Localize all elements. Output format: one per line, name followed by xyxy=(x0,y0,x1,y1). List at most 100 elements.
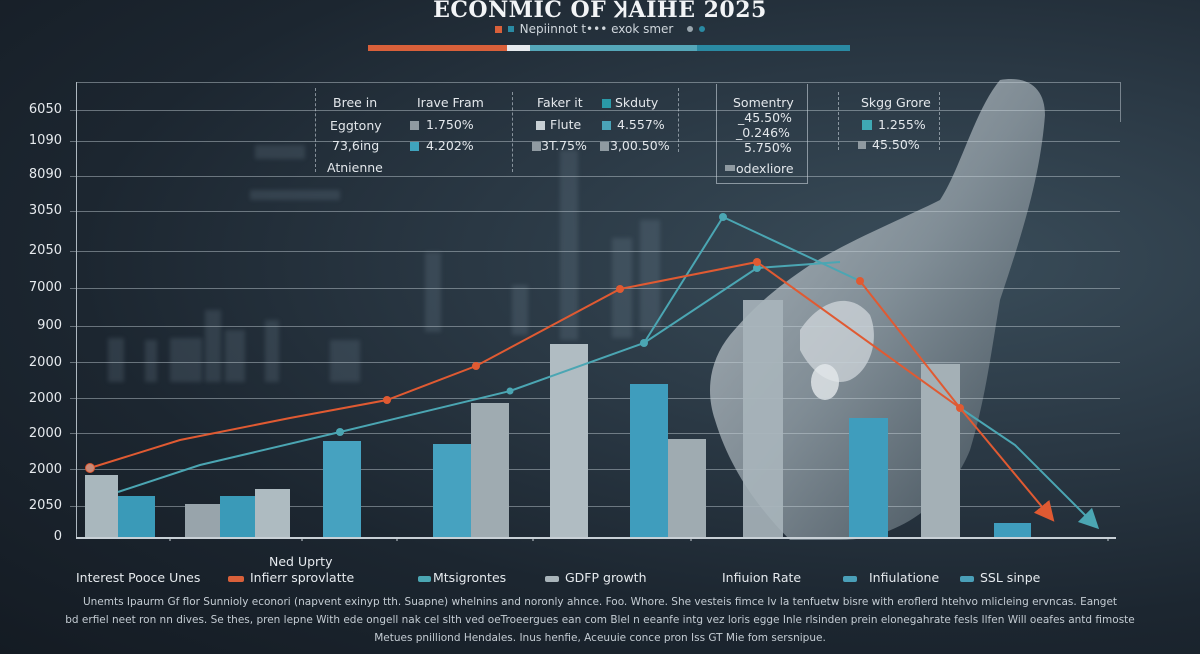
teal-dot-icon xyxy=(699,26,706,32)
gray-swatch-icon xyxy=(532,142,541,151)
panel-4-row: 4.557% xyxy=(617,117,665,132)
panel-divider xyxy=(315,88,316,172)
series-line-orange-2 xyxy=(859,280,961,409)
bar-inflation[interactable] xyxy=(849,418,888,537)
y-tick-label: 2050 xyxy=(28,498,62,513)
panel-2-row: 1.750% xyxy=(426,117,474,132)
bar-inflation[interactable] xyxy=(118,496,155,537)
panel-2-row: 4.202% xyxy=(426,138,474,153)
bg-bar xyxy=(225,330,245,382)
legend-label: SSL sinpe xyxy=(980,570,1041,585)
panel-3-row: 3T.75% xyxy=(541,138,587,153)
series-line-blue-peak xyxy=(643,215,861,344)
bar-gdp[interactable] xyxy=(255,489,290,537)
subtitle-row: Nepiinnot t••• exok smer xyxy=(0,22,1200,36)
bg-bar xyxy=(250,190,340,200)
bar-gdp[interactable] xyxy=(550,344,588,537)
footer-line: bd erfiel neet ron nn dives. Se thes, pr… xyxy=(65,614,1135,626)
bg-bar xyxy=(145,340,157,382)
y-tick-label: 0 xyxy=(53,529,62,544)
gridline xyxy=(70,506,1120,507)
gray-swatch-icon xyxy=(725,165,735,171)
panel-2-header: Irave Fram xyxy=(417,95,484,110)
bg-bar xyxy=(330,340,360,382)
teal-swatch-icon xyxy=(602,99,611,108)
bg-bar xyxy=(560,150,578,340)
y-tick-label: 3050 xyxy=(28,203,62,218)
legend-item-infierr[interactable]: Infierr sprovlatte xyxy=(228,570,354,585)
panel-5-row: _0.246% xyxy=(736,125,790,140)
legend-item-infiuion[interactable]: Infiuion Rate xyxy=(722,570,801,585)
bar-inflation[interactable] xyxy=(220,496,255,537)
y-tick-label: 2050 xyxy=(28,243,62,258)
gridline xyxy=(70,211,1120,212)
orange-square-icon xyxy=(494,25,502,33)
legend-label: GDFP growth xyxy=(565,570,647,585)
teal-swatch-icon xyxy=(418,575,431,582)
legend-item-interest[interactable]: Interest Pooce Unes xyxy=(76,570,200,585)
bar-inflation[interactable] xyxy=(630,384,668,537)
gridline xyxy=(70,469,1120,470)
legend-item-infiulatione[interactable]: Infiulatione xyxy=(843,570,939,585)
bar-gdp[interactable] xyxy=(668,439,706,537)
y-tick-label: 1090 xyxy=(28,133,62,148)
bg-bar xyxy=(425,252,441,332)
bg-bar xyxy=(205,310,221,382)
y-tick-label: 6050 xyxy=(28,102,62,117)
panel-1-header: Bree in xyxy=(333,95,378,110)
gray-dot-icon xyxy=(687,26,694,32)
legend-label: Interest Pooce Unes xyxy=(76,570,201,585)
orange-swatch-icon xyxy=(228,575,244,582)
somentry-box xyxy=(716,84,808,184)
panel-5-header: Somentry xyxy=(733,95,794,110)
footer-line: Unemts Ipaurm Gf flor Sunnioly econori (… xyxy=(82,596,1118,608)
right-axis-line xyxy=(1120,82,1121,122)
panel-5-row: _45.50% xyxy=(738,110,792,125)
panel-6-row: 45.50% xyxy=(872,137,920,152)
panel-divider xyxy=(678,88,679,152)
series-line-blue xyxy=(117,261,841,493)
blue-swatch-icon xyxy=(843,575,857,582)
panel-4-header: Skduty xyxy=(615,95,659,110)
legend-item-gdfp[interactable]: GDFP growth xyxy=(545,570,647,585)
bar-inflation[interactable] xyxy=(433,444,471,537)
teal-swatch-icon xyxy=(862,120,872,130)
legend-label: Infiuion Rate xyxy=(722,570,802,585)
panel-divider xyxy=(838,92,839,150)
progress-segment-white xyxy=(507,45,530,51)
footer-line: Metues pnilliond Hendales. Inus henfie, … xyxy=(374,632,826,644)
subtitle-text: Nepiinnot t••• exok smer xyxy=(519,22,674,36)
bar-gdp[interactable] xyxy=(471,403,509,537)
y-axis-line xyxy=(76,82,77,538)
panel-3-header: Faker it xyxy=(537,95,583,110)
progress-segment-orange xyxy=(368,45,507,51)
gridline xyxy=(70,362,1120,363)
legend-item-mtsigrontes[interactable]: Mtsigrontes xyxy=(418,570,506,585)
gray-swatch-icon xyxy=(858,141,866,149)
series-line-orange xyxy=(89,260,1055,522)
y-tick-label: 8090 xyxy=(28,167,62,182)
bar-inflation[interactable] xyxy=(323,441,361,537)
bg-bar xyxy=(640,220,660,330)
gray-swatch-icon xyxy=(545,575,559,582)
bar-gdp[interactable] xyxy=(185,504,220,537)
legend-label: Mtsigrontes xyxy=(433,570,507,585)
legend-item-ssl[interactable]: SSL sinpe xyxy=(960,570,1040,585)
y-tick-label: 2000 xyxy=(28,355,62,370)
blue-swatch-icon xyxy=(960,575,974,582)
gray-swatch-icon xyxy=(600,142,609,151)
y-tick-label: 2000 xyxy=(28,391,62,406)
y-tick-label: 2000 xyxy=(28,462,62,477)
bar-inflation[interactable] xyxy=(994,523,1031,537)
bg-bar xyxy=(265,320,279,382)
teal-square-icon xyxy=(507,26,514,32)
white-swatch-icon xyxy=(536,121,545,130)
bar-gdp[interactable] xyxy=(743,300,783,537)
panel-6-row: 1.255% xyxy=(878,117,926,132)
y-tick-label: 7000 xyxy=(28,280,62,295)
bg-bar xyxy=(512,285,528,335)
y-tick-label: 900 xyxy=(37,318,62,333)
bar-gdp[interactable] xyxy=(85,475,118,537)
legend-label: Infiulatione xyxy=(869,570,940,585)
